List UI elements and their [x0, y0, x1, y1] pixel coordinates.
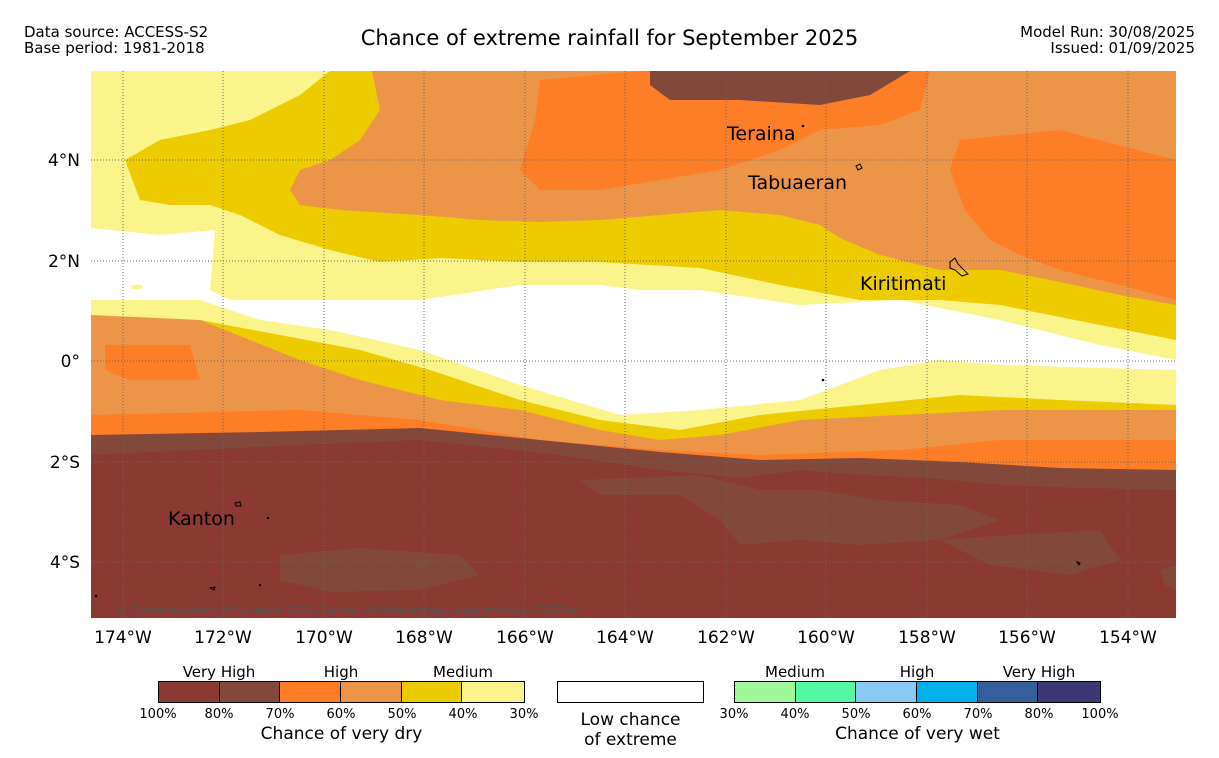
wet-group-very-high: Very High	[1002, 663, 1076, 681]
map-field	[91, 71, 1176, 618]
grid-lines	[91, 71, 1176, 618]
model-run-info: Model Run: 30/08/2025 Issued: 01/09/2025	[1020, 24, 1195, 56]
place-label-teraina: Teraina	[726, 123, 796, 145]
wet-group-medium: Medium	[765, 663, 825, 681]
place-label-kanton: Kanton	[168, 508, 235, 530]
place-label-kiritimati: Kiritimati	[860, 273, 946, 295]
dry-tick: 30%	[509, 707, 539, 722]
low-chance-line1: Low chance	[580, 710, 681, 730]
dry-tick: 80%	[204, 707, 234, 722]
wet-swatch	[735, 682, 796, 702]
lat-label: 4°S	[50, 553, 80, 573]
lon-label: 174°W	[94, 628, 152, 648]
dry-tick: 100%	[139, 707, 177, 722]
lon-axis: 174°W 172°W 170°W 168°W 166°W 164°W 162°…	[94, 628, 1157, 648]
dry-tick: 60%	[326, 707, 356, 722]
lon-label: 168°W	[395, 628, 453, 648]
wet-tick: 80%	[1024, 707, 1054, 722]
place-label-tabuaeran: Tabuaeran	[747, 172, 847, 194]
wet-swatch	[917, 682, 978, 702]
low-chance-swatch	[557, 681, 704, 703]
wet-swatch	[977, 682, 1039, 702]
page-title: Chance of extreme rainfall for September…	[360, 26, 859, 50]
wet-tick: 70%	[963, 707, 993, 722]
lon-label: 170°W	[295, 628, 353, 648]
wet-swatch	[795, 682, 857, 702]
wet-tick: 30%	[719, 707, 749, 722]
dry-group-very-high: Very High	[182, 663, 256, 681]
dry-tick: 40%	[448, 707, 478, 722]
wet-tick: 50%	[841, 707, 871, 722]
dry-swatch	[401, 682, 463, 702]
lon-label: 172°W	[194, 628, 252, 648]
model-run-text: Model Run: 30/08/2025	[1020, 23, 1195, 41]
dry-tick: 70%	[265, 707, 295, 722]
wet-caption: Chance of very wet	[835, 724, 1000, 744]
dry-tick: 50%	[387, 707, 417, 722]
lon-label: 166°W	[496, 628, 554, 648]
lat-label: 2°N	[48, 252, 80, 272]
lat-label: 2°S	[50, 453, 80, 473]
dry-swatch	[341, 682, 402, 702]
dry-swatch	[280, 682, 342, 702]
wet-swatch	[856, 682, 918, 702]
lon-label: 154°W	[1099, 628, 1157, 648]
low-chance-line2: of extreme	[584, 730, 677, 750]
copyright-text: © Commonwealth of Australia 2025, Bureau…	[116, 604, 579, 617]
dry-swatch	[219, 682, 281, 702]
low-chance-caption: Low chance of extreme	[557, 710, 704, 750]
lon-label: 162°W	[697, 628, 755, 648]
wet-swatch	[1038, 682, 1101, 702]
wet-group-high: High	[899, 663, 935, 681]
dry-swatch	[462, 682, 525, 702]
data-source-text: Data source: ACCESS-S2	[24, 23, 209, 41]
island-outlines	[94, 124, 1081, 598]
lon-label: 156°W	[998, 628, 1056, 648]
data-source-info: Data source: ACCESS-S2 Base period: 1981…	[24, 24, 208, 56]
dry-colorbar	[158, 681, 525, 703]
dry-caption: Chance of very dry	[260, 724, 423, 744]
lat-label: 4°N	[48, 151, 80, 171]
lon-label: 164°W	[596, 628, 654, 648]
dry-group-medium: Medium	[433, 663, 493, 681]
wet-tick: 60%	[902, 707, 932, 722]
base-period-text: Base period: 1981-2018	[24, 39, 205, 57]
wet-tick: 100%	[1081, 707, 1119, 722]
dry-group-high: High	[323, 663, 359, 681]
lon-label: 160°W	[797, 628, 855, 648]
wet-colorbar	[734, 681, 1101, 703]
issued-text: Issued: 01/09/2025	[1050, 39, 1195, 57]
lon-label: 158°W	[898, 628, 956, 648]
dry-swatch	[159, 682, 220, 702]
wet-tick: 40%	[780, 707, 810, 722]
lat-axis: 4°N 2°N 0° 2°S 4°S	[48, 151, 80, 573]
lat-label: 0°	[61, 352, 80, 372]
